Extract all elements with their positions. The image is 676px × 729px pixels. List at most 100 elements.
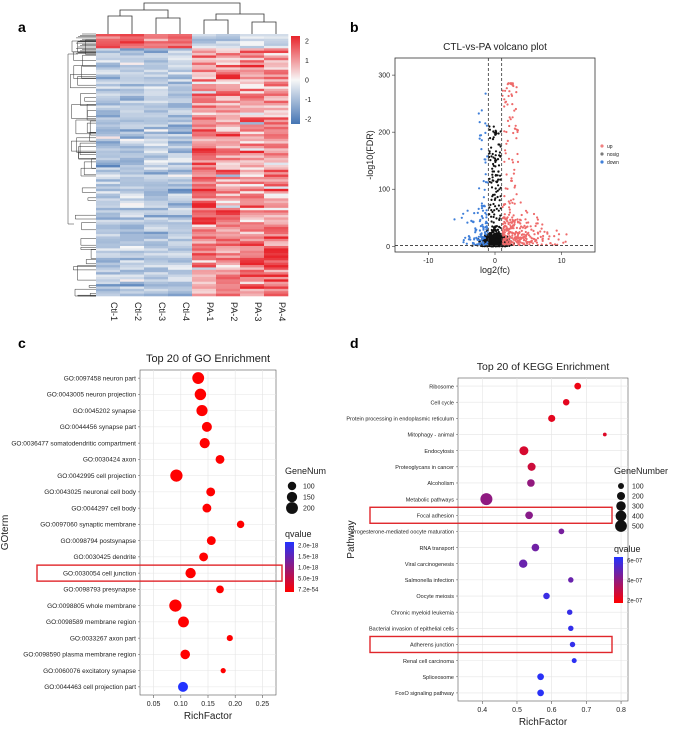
heatmap-cell <box>192 205 217 209</box>
heatmap-cell <box>264 184 289 187</box>
heatmap-cell <box>192 134 217 137</box>
heatmap-cell <box>144 84 169 87</box>
heatmap-cell <box>240 153 265 156</box>
heatmap-cell <box>216 162 241 166</box>
heatmap-cell <box>264 126 289 130</box>
heatmap-cell <box>120 53 145 56</box>
point-up <box>528 240 531 244</box>
heatmap-cell <box>144 60 169 63</box>
heatmap-cell <box>144 95 169 99</box>
heatmap-cell <box>240 138 265 142</box>
heatmap-cell <box>192 250 217 254</box>
heatmap-cell <box>240 198 265 202</box>
heatmap-cell <box>120 195 145 199</box>
point-down <box>478 238 481 241</box>
point-up <box>565 233 568 236</box>
heatmap-cell <box>216 222 241 225</box>
color-legend-label: 5.0e-19 <box>298 577 319 583</box>
enrichment-dot <box>519 559 528 568</box>
heatmap-cell <box>264 131 289 135</box>
point-nosig <box>491 195 494 198</box>
heatmap-cell <box>168 238 193 242</box>
point-nosig <box>491 176 494 179</box>
point-up <box>540 227 543 230</box>
heatmap-cell <box>168 72 193 75</box>
point-nosig <box>492 215 495 219</box>
point-down <box>484 122 487 125</box>
dendrogram-branch <box>78 152 96 160</box>
heatmap-cell <box>264 195 289 199</box>
point-nosig <box>493 198 496 201</box>
heatmap-cell <box>240 105 265 109</box>
dendrogram-branch <box>203 19 229 34</box>
heatmap-cell <box>216 219 241 223</box>
heatmap-cell <box>264 288 289 292</box>
point-up <box>520 229 523 232</box>
point-nosig <box>490 215 493 218</box>
heatmap-cell <box>240 69 265 73</box>
heatmap-cell <box>120 167 145 171</box>
heatmap-cell <box>240 81 265 85</box>
heatmap-cell <box>264 276 289 280</box>
heatmap-cell <box>144 138 169 142</box>
term-label: GO:0036477 somatodendritic compartment <box>11 440 136 447</box>
heatmap-cell <box>216 79 241 82</box>
heatmap-cell <box>216 93 241 97</box>
heatmap-cell <box>144 257 169 261</box>
point-up <box>512 172 516 175</box>
heatmap-cell <box>168 117 193 121</box>
point-up <box>519 222 522 225</box>
heatmap-cell <box>264 141 289 144</box>
heatmap-cell <box>240 157 265 161</box>
dendrogram-branch <box>76 137 96 153</box>
heatmap-cell <box>264 62 289 66</box>
heatmap-cell <box>120 138 145 142</box>
heatmap-cell <box>216 50 241 54</box>
point-up <box>506 216 509 219</box>
point-up <box>562 241 565 244</box>
term-label: Endocytosis <box>424 449 454 455</box>
point-up <box>508 211 511 214</box>
point-down <box>479 242 482 245</box>
heatmap-cell <box>192 210 217 213</box>
heatmap-cell <box>96 179 121 182</box>
heatmap-cell <box>96 248 121 252</box>
heatmap-cell <box>96 148 121 152</box>
heatmap-cell <box>216 198 241 202</box>
heatmap-cell <box>264 55 289 59</box>
heatmap-cell <box>192 234 217 237</box>
point-down <box>474 227 477 230</box>
point-up <box>537 232 540 235</box>
dendrogram-branch <box>80 247 96 250</box>
heatmap-cell <box>120 84 145 87</box>
heatmap-cell <box>120 98 145 101</box>
heatmap-cell <box>120 36 145 40</box>
heatmap-cell <box>168 79 193 82</box>
point-down <box>485 213 488 216</box>
x-axis-label: RichFactor <box>184 711 233 722</box>
heatmap-cell <box>216 212 241 216</box>
heatmap-cell <box>240 217 265 221</box>
term-label: Spliceosome <box>423 675 455 681</box>
point-up <box>506 119 510 122</box>
heatmap-cell <box>240 160 265 163</box>
heatmap-cell <box>144 100 169 104</box>
heatmap-cell <box>192 265 217 268</box>
point-up <box>522 242 525 245</box>
heatmap-cell <box>240 74 265 78</box>
heatmap-cell <box>168 43 193 47</box>
heatmap-cell <box>264 229 289 232</box>
heatmap-cell <box>144 179 169 182</box>
heatmap-cell <box>120 234 145 237</box>
heatmap-cell <box>120 210 145 213</box>
heatmap-cell <box>216 119 241 123</box>
heatmap-cell <box>120 288 145 292</box>
legend-label: nosig <box>607 152 619 158</box>
heatmap-cell <box>168 148 193 152</box>
x-axis-label: RichFactor <box>519 717 568 728</box>
heatmap-cell <box>168 253 193 256</box>
heatmap-cell <box>144 267 169 271</box>
dendrogram-branch <box>78 146 96 159</box>
heatmap-cell <box>144 169 169 173</box>
heatmap-cell <box>144 143 169 147</box>
